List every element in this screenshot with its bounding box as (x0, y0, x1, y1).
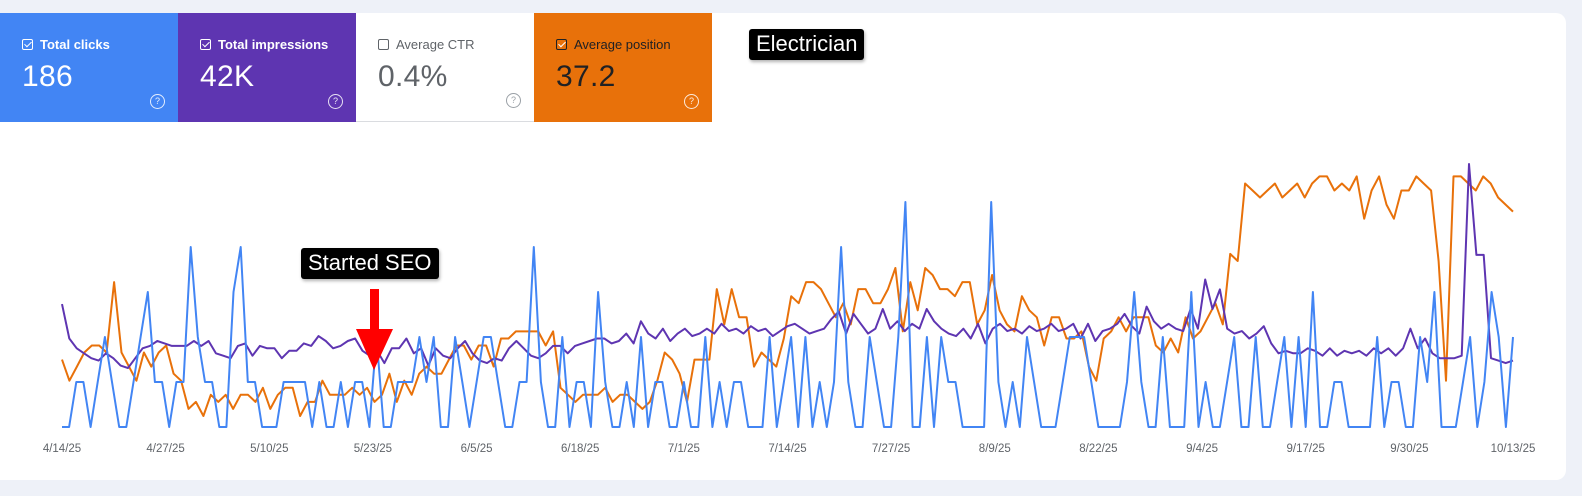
keyword-label: Electrician (749, 29, 865, 60)
x-tick-label: 5/23/25 (354, 443, 392, 455)
x-tick-label: 9/30/25 (1390, 443, 1428, 455)
checkbox-checked-icon[interactable] (556, 39, 567, 50)
x-tick-label: 4/14/25 (43, 443, 81, 455)
help-icon[interactable]: ? (328, 94, 343, 109)
help-icon[interactable]: ? (150, 94, 165, 109)
help-icon[interactable]: ? (684, 94, 699, 109)
series-line-average-position (61, 175, 1514, 417)
metric-card-average-ctr[interactable]: Average CTR 0.4% ? (356, 13, 534, 122)
checkbox-checked-icon[interactable] (22, 39, 33, 50)
series-lines (61, 163, 1514, 428)
metric-card-total-impressions[interactable]: Total impressions 42K ? (178, 13, 356, 122)
x-axis-ticks: 4/14/25 4/27/25 5/10/25 5/23/25 6/5/25 6/18/2… (43, 443, 1536, 455)
started-seo-label: Started SEO (301, 248, 439, 279)
series-line-total-impressions (61, 163, 1514, 369)
x-tick-label: 7/27/25 (872, 443, 910, 455)
metric-value: 42K (200, 60, 255, 93)
help-icon[interactable]: ? (506, 93, 521, 108)
annotation-arrow (356, 289, 393, 370)
x-tick-label: 6/5/25 (461, 443, 493, 455)
x-tick-label: 7/1/25 (668, 443, 700, 455)
x-tick-label: 8/9/25 (979, 443, 1011, 455)
metric-label: Average position (574, 37, 671, 52)
series-line-total-clicks (62, 201, 1514, 428)
x-tick-label: 10/13/25 (1491, 443, 1536, 455)
metric-label: Total clicks (40, 37, 110, 52)
metric-cards: Total clicks 186 ? Total impressions 42K… (0, 13, 712, 122)
performance-chart: 4/14/25 4/27/25 5/10/25 5/23/25 6/5/25 6/18/2… (43, 163, 1536, 455)
x-tick-label: 7/14/25 (768, 443, 806, 455)
x-tick-label: 8/22/25 (1079, 443, 1117, 455)
checkbox-unchecked-icon[interactable] (378, 39, 389, 50)
metric-value: 37.2 (556, 60, 616, 93)
checkbox-checked-icon[interactable] (200, 39, 211, 50)
x-tick-label: 6/18/25 (561, 443, 599, 455)
metric-label: Average CTR (396, 37, 475, 52)
performance-panel: 4/14/25 4/27/25 5/10/25 5/23/25 6/5/25 6/18/2… (0, 13, 1566, 480)
x-tick-label: 5/10/25 (250, 443, 288, 455)
metric-card-average-position[interactable]: Average position 37.2 ? (534, 13, 712, 122)
metric-label: Total impressions (218, 37, 329, 52)
x-tick-label: 9/17/25 (1287, 443, 1325, 455)
metric-card-total-clicks[interactable]: Total clicks 186 ? (0, 13, 178, 122)
metric-value: 0.4% (378, 60, 448, 93)
metric-value: 186 (22, 60, 73, 93)
x-tick-label: 4/27/25 (146, 443, 184, 455)
x-tick-label: 9/4/25 (1186, 443, 1218, 455)
